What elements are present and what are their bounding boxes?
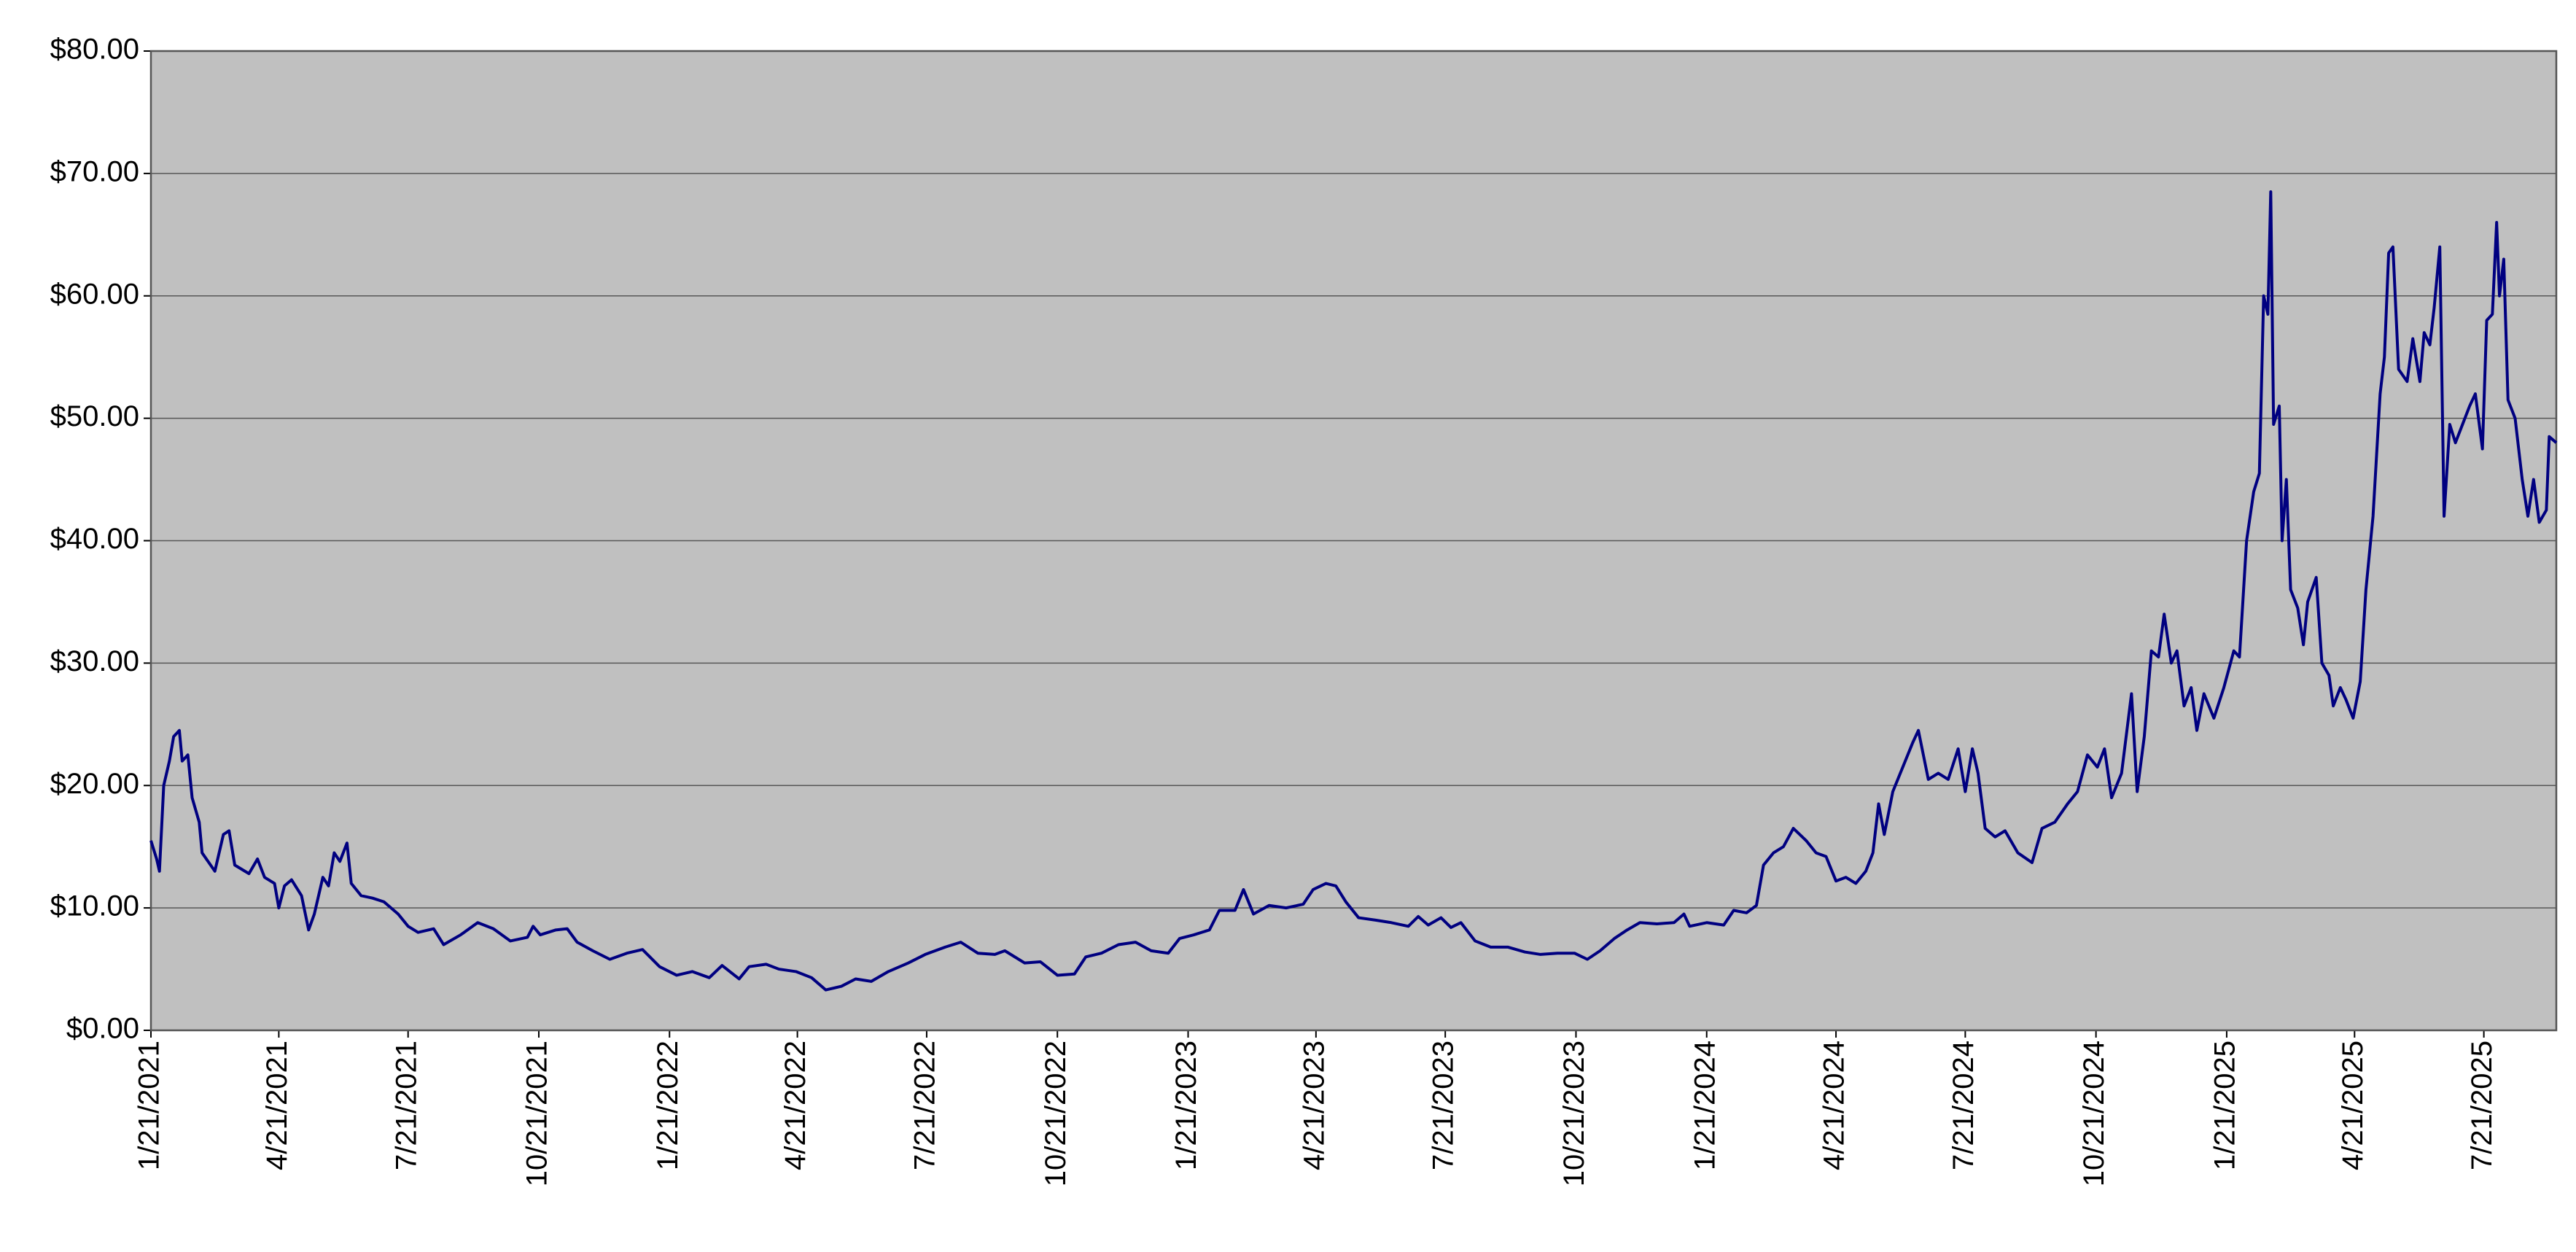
x-tick-label: 10/21/2024 [2078,1041,2110,1186]
x-tick-label: 10/21/2022 [1040,1041,1072,1186]
x-tick-label: 4/21/2022 [779,1041,812,1170]
x-tick-label: 4/21/2025 [2337,1041,2369,1170]
x-tick-label: 1/21/2025 [2209,1041,2241,1170]
y-tick-label: $80.00 [50,34,139,66]
y-tick-label: $0.00 [66,1013,139,1045]
y-tick-label: $50.00 [50,400,139,432]
x-tick-label: 4/21/2024 [1818,1041,1851,1170]
x-tick-label: 4/21/2021 [261,1041,293,1170]
y-tick-label: $40.00 [50,523,139,555]
x-tick-label: 7/21/2024 [1947,1041,1980,1170]
y-tick-label: $30.00 [50,645,139,677]
x-tick-label: 7/21/2025 [2466,1041,2498,1170]
y-tick-label: $20.00 [50,768,139,800]
x-tick-label: 4/21/2023 [1298,1041,1330,1170]
y-tick-label: $60.00 [50,278,139,310]
x-tick-label: 1/21/2023 [1170,1041,1202,1170]
x-tick-label: 1/21/2021 [133,1041,166,1170]
price-line [149,190,2558,992]
y-tick-label: $70.00 [50,155,139,187]
x-tick-label: 7/21/2023 [1428,1041,1460,1170]
plot-border [149,50,2558,1032]
x-tick-label: 1/21/2024 [1689,1041,1721,1170]
x-tick-label: 1/21/2022 [652,1041,684,1170]
x-tick-label: 10/21/2021 [521,1041,553,1186]
x-tick-label: 10/21/2023 [1558,1041,1590,1186]
y-tick-label: $10.00 [50,890,139,922]
x-tick-label: 7/21/2021 [390,1041,422,1170]
x-tick-label: 7/21/2022 [909,1041,941,1170]
